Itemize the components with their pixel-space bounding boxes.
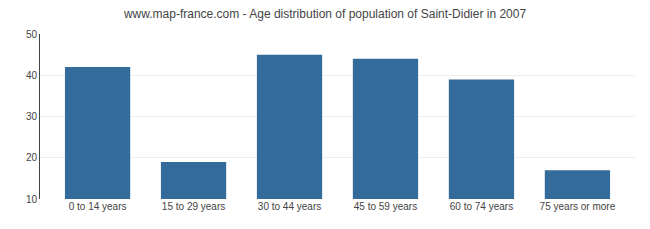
svg-text:20: 20 xyxy=(26,152,38,163)
svg-text:40: 40 xyxy=(26,70,38,81)
svg-text:60 to 74 years: 60 to 74 years xyxy=(450,201,513,212)
svg-text:10: 10 xyxy=(26,194,38,205)
svg-text:45 to 59 years: 45 to 59 years xyxy=(354,201,417,212)
svg-text:15 to 29 years: 15 to 29 years xyxy=(162,201,225,212)
svg-text:0 to 14 years: 0 to 14 years xyxy=(69,201,127,212)
svg-text:75 years or more: 75 years or more xyxy=(540,201,616,212)
svg-text:www.map-france.com - Age distr: www.map-france.com - Age distribution of… xyxy=(123,7,527,21)
svg-text:30 to 44 years: 30 to 44 years xyxy=(258,201,321,212)
svg-text:30: 30 xyxy=(26,111,38,122)
svg-text:50: 50 xyxy=(26,29,38,40)
